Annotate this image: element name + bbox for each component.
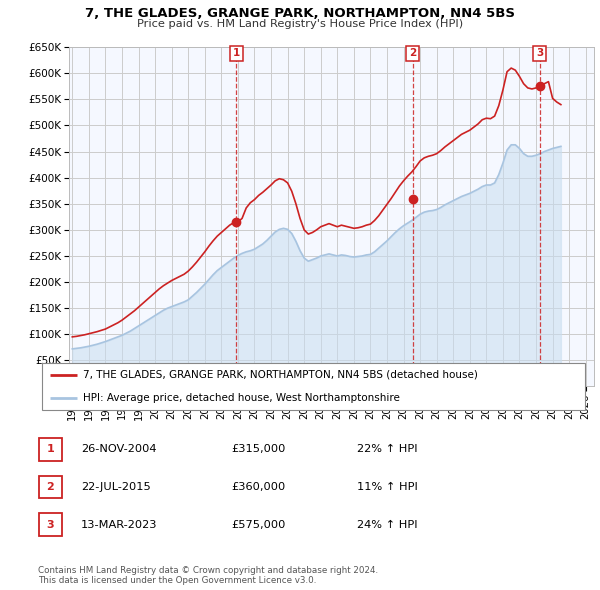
Text: 2: 2 [409, 48, 416, 58]
Text: £360,000: £360,000 [231, 482, 285, 491]
Text: 2: 2 [47, 482, 54, 492]
Text: 3: 3 [536, 48, 543, 58]
Text: HPI: Average price, detached house, West Northamptonshire: HPI: Average price, detached house, West… [83, 394, 400, 403]
Text: 26-NOV-2004: 26-NOV-2004 [81, 444, 157, 454]
Text: £315,000: £315,000 [231, 444, 286, 454]
FancyBboxPatch shape [39, 438, 62, 461]
FancyBboxPatch shape [39, 513, 62, 536]
Text: 7, THE GLADES, GRANGE PARK, NORTHAMPTON, NN4 5BS (detached house): 7, THE GLADES, GRANGE PARK, NORTHAMPTON,… [83, 370, 478, 379]
Text: 11% ↑ HPI: 11% ↑ HPI [357, 482, 418, 491]
Text: 13-MAR-2023: 13-MAR-2023 [81, 520, 157, 529]
Text: 22-JUL-2015: 22-JUL-2015 [81, 482, 151, 491]
Text: 22% ↑ HPI: 22% ↑ HPI [357, 444, 418, 454]
Text: 7, THE GLADES, GRANGE PARK, NORTHAMPTON, NN4 5BS: 7, THE GLADES, GRANGE PARK, NORTHAMPTON,… [85, 7, 515, 20]
FancyBboxPatch shape [42, 363, 585, 410]
Text: Price paid vs. HM Land Registry's House Price Index (HPI): Price paid vs. HM Land Registry's House … [137, 19, 463, 30]
Text: 3: 3 [47, 520, 54, 530]
FancyBboxPatch shape [39, 476, 62, 499]
Text: 1: 1 [233, 48, 240, 58]
Text: 1: 1 [47, 444, 54, 454]
Text: Contains HM Land Registry data © Crown copyright and database right 2024.
This d: Contains HM Land Registry data © Crown c… [38, 566, 378, 585]
Text: £575,000: £575,000 [231, 520, 286, 529]
Text: 24% ↑ HPI: 24% ↑ HPI [357, 520, 418, 529]
